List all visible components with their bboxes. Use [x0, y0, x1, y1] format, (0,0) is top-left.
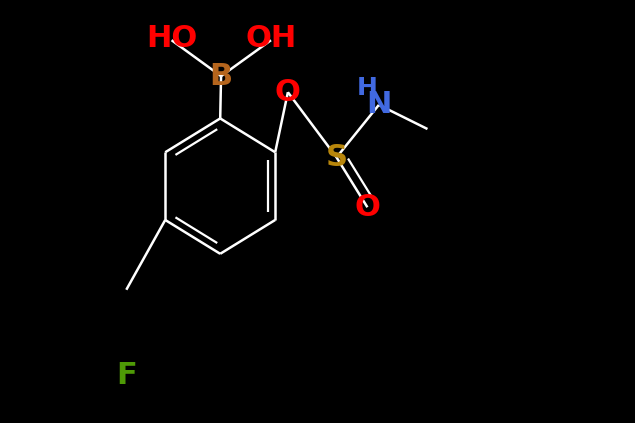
Text: O: O — [354, 193, 380, 222]
Text: HO: HO — [146, 24, 197, 52]
Text: B: B — [210, 62, 232, 91]
Text: O: O — [275, 78, 301, 107]
Text: N: N — [366, 91, 392, 119]
Text: S: S — [326, 143, 347, 172]
Text: F: F — [116, 361, 137, 390]
Text: H: H — [357, 76, 378, 100]
Text: OH: OH — [245, 24, 297, 52]
